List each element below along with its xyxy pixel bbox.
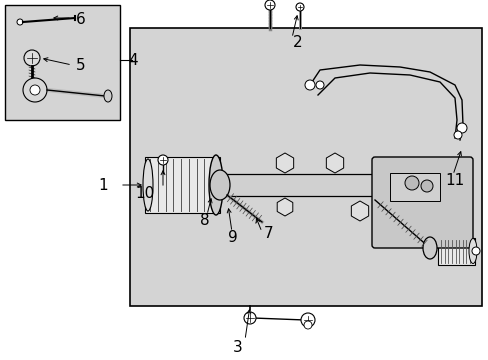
Circle shape xyxy=(295,3,304,11)
Circle shape xyxy=(301,313,314,327)
Polygon shape xyxy=(277,198,292,216)
Text: 11: 11 xyxy=(444,172,463,188)
Text: 6: 6 xyxy=(76,12,85,27)
Ellipse shape xyxy=(422,237,436,259)
Polygon shape xyxy=(276,153,293,173)
Polygon shape xyxy=(350,201,368,221)
Ellipse shape xyxy=(468,239,476,264)
Circle shape xyxy=(471,247,479,255)
Circle shape xyxy=(17,19,23,25)
Ellipse shape xyxy=(142,159,153,211)
Circle shape xyxy=(420,180,432,192)
Circle shape xyxy=(23,78,47,102)
Circle shape xyxy=(456,123,466,133)
Text: 5: 5 xyxy=(76,58,85,72)
Text: 7: 7 xyxy=(264,226,273,242)
Circle shape xyxy=(315,81,324,89)
Bar xyxy=(5,5,120,120)
Ellipse shape xyxy=(208,155,223,215)
Bar xyxy=(145,157,220,213)
Circle shape xyxy=(404,176,418,190)
Circle shape xyxy=(453,131,461,139)
Text: 9: 9 xyxy=(227,230,237,246)
Circle shape xyxy=(30,85,40,95)
FancyBboxPatch shape xyxy=(371,157,472,248)
Bar xyxy=(389,173,439,201)
Text: 8: 8 xyxy=(200,212,209,228)
Text: 4: 4 xyxy=(128,53,137,68)
Text: 1: 1 xyxy=(98,177,108,193)
Text: 2: 2 xyxy=(292,35,302,50)
Ellipse shape xyxy=(209,170,229,200)
Circle shape xyxy=(264,0,274,10)
Circle shape xyxy=(158,155,168,165)
Circle shape xyxy=(304,321,311,329)
Bar xyxy=(130,28,481,306)
Bar xyxy=(215,174,374,196)
Text: 10: 10 xyxy=(136,185,155,201)
Circle shape xyxy=(24,50,40,66)
Circle shape xyxy=(305,80,314,90)
Text: 3: 3 xyxy=(232,341,242,356)
Polygon shape xyxy=(325,153,343,173)
Ellipse shape xyxy=(104,90,112,102)
Bar xyxy=(437,238,474,265)
Circle shape xyxy=(244,312,256,324)
